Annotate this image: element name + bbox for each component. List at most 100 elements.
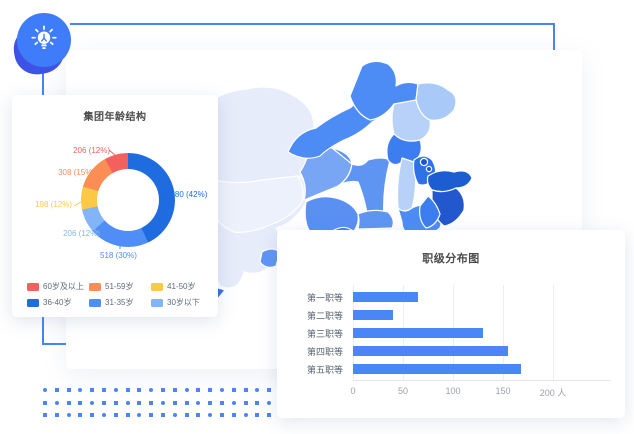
decoration-dot bbox=[43, 400, 47, 405]
legend-item: 60岁及以上 bbox=[27, 281, 84, 292]
connector-line-bottom bbox=[42, 343, 68, 345]
legend-label: 60岁及以上 bbox=[43, 282, 84, 291]
decoration-dot bbox=[125, 413, 130, 418]
decoration-dot bbox=[267, 400, 272, 405]
legend-swatch bbox=[151, 282, 163, 291]
connector-line-right-drop bbox=[553, 23, 555, 51]
decoration-dot bbox=[101, 400, 106, 405]
decoration-dot bbox=[219, 400, 224, 405]
decoration-dot bbox=[172, 400, 177, 405]
legend-item: 31-35岁 bbox=[89, 297, 141, 308]
decoration-dot bbox=[78, 388, 83, 392]
decoration-dot bbox=[137, 413, 142, 418]
bar bbox=[353, 292, 418, 302]
legend-label: 36-40岁 bbox=[43, 298, 72, 307]
donut-label-41-50: 198 (12%) bbox=[35, 200, 72, 209]
decoration-dot bbox=[125, 400, 130, 405]
rank-distribution-card: 职级分布图 0 50 100 150 200 人 第一职等第二职等第三职等第四职等第五职等 bbox=[277, 230, 625, 418]
decoration-dot bbox=[113, 400, 118, 405]
decoration-dot bbox=[54, 413, 59, 418]
donut-label-31-35: 518 (30%) bbox=[100, 251, 137, 260]
decoration-dot bbox=[160, 388, 165, 392]
legend-label: 51-59岁 bbox=[105, 282, 134, 291]
decoration-dot bbox=[125, 388, 130, 392]
decoration-dot bbox=[208, 400, 213, 405]
bar-category-label: 第二职等 bbox=[306, 311, 343, 321]
lightbulb-icon bbox=[31, 25, 57, 49]
decoration-dot bbox=[255, 400, 260, 405]
legend-swatch bbox=[27, 282, 39, 291]
connector-line-top bbox=[70, 23, 555, 25]
decoration-dot bbox=[255, 413, 260, 418]
decoration-dot bbox=[172, 413, 177, 418]
x-tick-label: 100 bbox=[445, 386, 461, 396]
decoration-dot bbox=[208, 413, 213, 418]
decoration-dot bbox=[90, 413, 95, 418]
legend-swatch bbox=[89, 298, 101, 307]
bar bbox=[353, 310, 393, 320]
legend-row: 60岁及以上 51-59岁 41-50岁 bbox=[27, 281, 203, 292]
dot-grid-decoration bbox=[43, 388, 272, 418]
decoration-dot bbox=[101, 413, 106, 418]
legend-item: 30岁以下 bbox=[151, 297, 203, 308]
legend-swatch bbox=[27, 298, 39, 307]
decoration-dot bbox=[149, 413, 154, 418]
decoration-dot bbox=[54, 388, 59, 392]
decoration-dot bbox=[90, 388, 95, 392]
donut-label-51-59: 308 (15%) bbox=[58, 168, 95, 177]
legend-item: 36-40岁 bbox=[27, 297, 79, 308]
decoration-dot bbox=[196, 400, 201, 405]
decoration-dot bbox=[243, 400, 248, 405]
x-tick-label: 200 人 bbox=[539, 388, 567, 398]
decoration-dot bbox=[113, 413, 118, 418]
gridline bbox=[553, 285, 554, 381]
decoration-dot bbox=[113, 388, 118, 392]
decoration-dot bbox=[78, 413, 83, 418]
age-structure-card: 集团年龄结构 206 (12%) 308 (15%) 198 (12%) 108… bbox=[12, 95, 218, 317]
legend-label: 41-50岁 bbox=[167, 282, 196, 291]
bar bbox=[353, 328, 483, 338]
bar-chart-title: 职级分布图 bbox=[422, 253, 480, 265]
gridline bbox=[503, 285, 504, 381]
decoration-dot bbox=[78, 400, 83, 405]
legend-item: 51-59岁 bbox=[89, 281, 141, 292]
decoration-dot bbox=[267, 413, 272, 418]
decoration-dot bbox=[184, 388, 189, 392]
decoration-dot bbox=[160, 413, 165, 418]
decoration-dot bbox=[90, 400, 95, 405]
idea-badge bbox=[10, 10, 74, 78]
badge-circle bbox=[17, 13, 71, 67]
legend-swatch bbox=[89, 282, 101, 291]
decoration-dot bbox=[149, 388, 154, 392]
decoration-dot bbox=[231, 413, 236, 418]
legend-label: 31-35岁 bbox=[105, 298, 134, 307]
decoration-dot bbox=[243, 413, 248, 418]
decoration-dot bbox=[184, 400, 189, 405]
decoration-dot bbox=[137, 400, 142, 405]
legend-row: 36-40岁 31-35岁 30岁以下 bbox=[27, 297, 203, 308]
donut-label-60plus: 206 (12%) bbox=[73, 146, 110, 155]
bar-category-label: 第三职等 bbox=[306, 329, 343, 339]
x-tick-label: 50 bbox=[397, 386, 409, 396]
bar-category-label: 第一职等 bbox=[306, 293, 343, 303]
decoration-dot bbox=[160, 400, 165, 405]
decoration-dot bbox=[208, 388, 213, 392]
decoration-dot bbox=[243, 388, 248, 392]
decoration-dot bbox=[66, 400, 71, 405]
decoration-dot bbox=[66, 388, 71, 392]
decoration-dot bbox=[184, 413, 189, 418]
x-tick-label: 150 bbox=[495, 386, 511, 396]
donut-label-36-40: 1080 (42%) bbox=[166, 190, 208, 199]
decoration-dot bbox=[255, 388, 260, 392]
bar-category-label: 第四职等 bbox=[306, 347, 343, 357]
legend-swatch bbox=[151, 298, 163, 307]
decoration-dot bbox=[149, 400, 154, 405]
age-chart-legend: 60岁及以上 51-59岁 41-50岁 36-40岁 31-35岁 30岁以下 bbox=[12, 281, 218, 308]
donut-label-under30: 206 (12%) bbox=[63, 229, 100, 238]
legend-label: 30岁以下 bbox=[167, 298, 200, 307]
decoration-dot bbox=[43, 388, 47, 392]
bar-category-label: 第五职等 bbox=[306, 365, 343, 375]
decoration-dot bbox=[267, 388, 272, 392]
x-tick-label: 0 bbox=[350, 386, 356, 396]
